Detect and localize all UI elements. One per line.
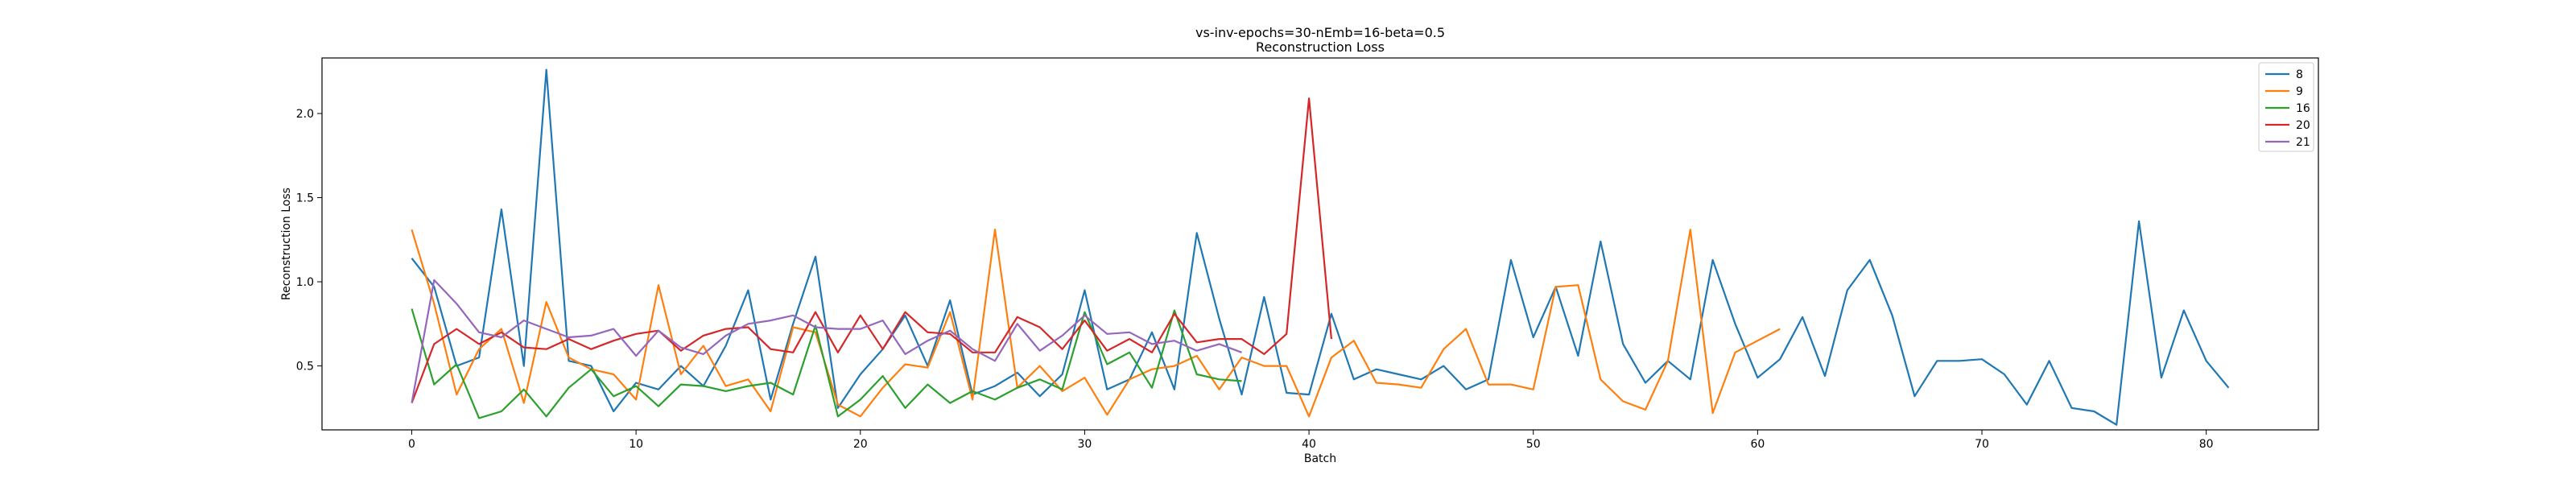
legend-label-8: 8 xyxy=(2296,68,2303,81)
x-tick-label: 20 xyxy=(853,438,868,451)
legend-label-20: 20 xyxy=(2296,119,2310,132)
series-line-16 xyxy=(411,308,1242,419)
y-tick-label: 2.0 xyxy=(296,108,314,121)
x-axis-label: Batch xyxy=(1304,452,1336,465)
y-tick-label: 0.5 xyxy=(296,361,314,374)
x-tick-label: 0 xyxy=(408,438,415,451)
legend-label-21: 21 xyxy=(2296,136,2310,149)
legend-label-16: 16 xyxy=(2296,102,2310,115)
y-axis: 0.5 1.0 1.5 2.0 xyxy=(296,108,322,374)
x-tick-label: 40 xyxy=(1302,438,1316,451)
chart-subtitle: Reconstruction Loss xyxy=(1256,39,1385,55)
legend: 8 9 16 20 21 xyxy=(2258,62,2314,152)
x-tick-label: 10 xyxy=(629,438,643,451)
legend-label-9: 9 xyxy=(2296,85,2303,98)
series-line-21 xyxy=(411,279,1242,403)
y-axis-label: Reconstruction Loss xyxy=(280,188,293,300)
x-tick-label: 70 xyxy=(1975,438,1989,451)
series-line-8 xyxy=(411,68,2230,426)
x-tick-label: 50 xyxy=(1526,438,1541,451)
x-tick-label: 80 xyxy=(2199,438,2214,451)
plot-area xyxy=(321,57,2319,431)
series-line-9 xyxy=(411,229,1781,418)
series-line-20 xyxy=(411,97,1332,403)
y-tick-label: 1.0 xyxy=(296,276,314,289)
chart-title: vs-inv-epochs=30-nEmb=16-beta=0.5 xyxy=(1195,25,1445,40)
x-tick-label: 30 xyxy=(1078,438,1092,451)
series-lines xyxy=(411,68,2230,426)
y-tick-label: 1.5 xyxy=(296,192,314,205)
x-tick-label: 60 xyxy=(1750,438,1765,451)
x-axis: 0 10 20 30 40 50 60 70 80 xyxy=(408,430,2214,451)
